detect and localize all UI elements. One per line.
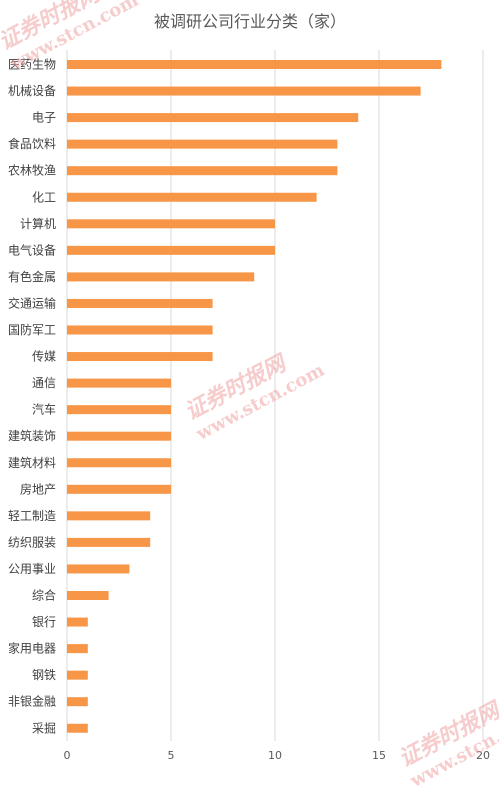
bar — [67, 86, 421, 96]
category-label: 轻工制造 — [8, 509, 56, 523]
bar — [67, 60, 442, 69]
chart-title: 被调研公司行业分类（家） — [154, 12, 346, 31]
bar — [67, 245, 275, 255]
category-label: 建筑装饰 — [8, 428, 56, 443]
category-label: 国防军工 — [8, 322, 56, 337]
category-label: 非银金融 — [8, 694, 56, 709]
bar — [67, 644, 88, 654]
bar — [67, 219, 275, 229]
bar — [67, 325, 213, 335]
x-tick-labels: 0 5 10 15 20 — [64, 749, 491, 762]
category-label: 钢铁 — [32, 668, 56, 682]
category-label: 综合 — [32, 588, 56, 603]
bar — [67, 564, 130, 574]
category-label: 医药生物 — [8, 58, 56, 72]
bar — [67, 352, 213, 362]
category-label: 电子 — [32, 111, 56, 125]
bar — [67, 697, 88, 707]
bar — [67, 139, 338, 149]
bar-chart: 被调研公司行业分类（家） 医药生物机械设备电子食品饮料农林牧渔化工计算机电气设备… — [8, 12, 491, 762]
category-label: 银行 — [32, 615, 56, 629]
x-tick-label: 20 — [476, 749, 490, 762]
bar — [67, 166, 338, 176]
grid — [66, 50, 484, 741]
category-label: 电气设备 — [8, 242, 56, 257]
bar — [67, 591, 109, 600]
category-label: 汽车 — [32, 402, 56, 417]
bar — [67, 458, 171, 468]
x-tick-label: 5 — [168, 749, 175, 762]
category-label: 化工 — [32, 190, 56, 204]
category-label: 传媒 — [32, 349, 56, 364]
category-label: 农林牧渔 — [8, 164, 56, 178]
bar — [67, 378, 171, 388]
category-labels: 医药生物机械设备电子食品饮料农林牧渔化工计算机电气设备有色金属交通运输国防军工传… — [8, 58, 56, 736]
category-label: 机械设备 — [8, 83, 56, 98]
category-label: 家用电器 — [8, 641, 56, 656]
category-label: 通信 — [32, 376, 56, 390]
bar — [67, 192, 317, 202]
bar — [67, 405, 171, 415]
category-label: 食品饮料 — [8, 136, 56, 151]
category-label: 公用事业 — [8, 562, 56, 576]
bar — [67, 484, 171, 494]
bars — [67, 60, 442, 733]
category-label: 房地产 — [20, 481, 56, 496]
category-label: 计算机 — [20, 216, 56, 231]
bar — [67, 511, 151, 521]
category-label: 建筑材料 — [8, 455, 56, 470]
bar — [67, 298, 213, 308]
x-tick-label: 10 — [268, 749, 282, 762]
bar — [67, 670, 88, 680]
bar — [67, 431, 171, 441]
category-label: 交通运输 — [8, 295, 56, 310]
bar — [67, 537, 151, 547]
bar — [67, 723, 88, 733]
bar — [67, 113, 359, 123]
x-tick-label: 0 — [64, 749, 71, 762]
bar — [67, 272, 255, 282]
bar — [67, 617, 88, 627]
category-label: 采掘 — [32, 720, 56, 735]
category-label: 纺织服装 — [8, 535, 56, 549]
category-label: 有色金属 — [8, 269, 56, 284]
x-tick-label: 15 — [372, 749, 386, 762]
